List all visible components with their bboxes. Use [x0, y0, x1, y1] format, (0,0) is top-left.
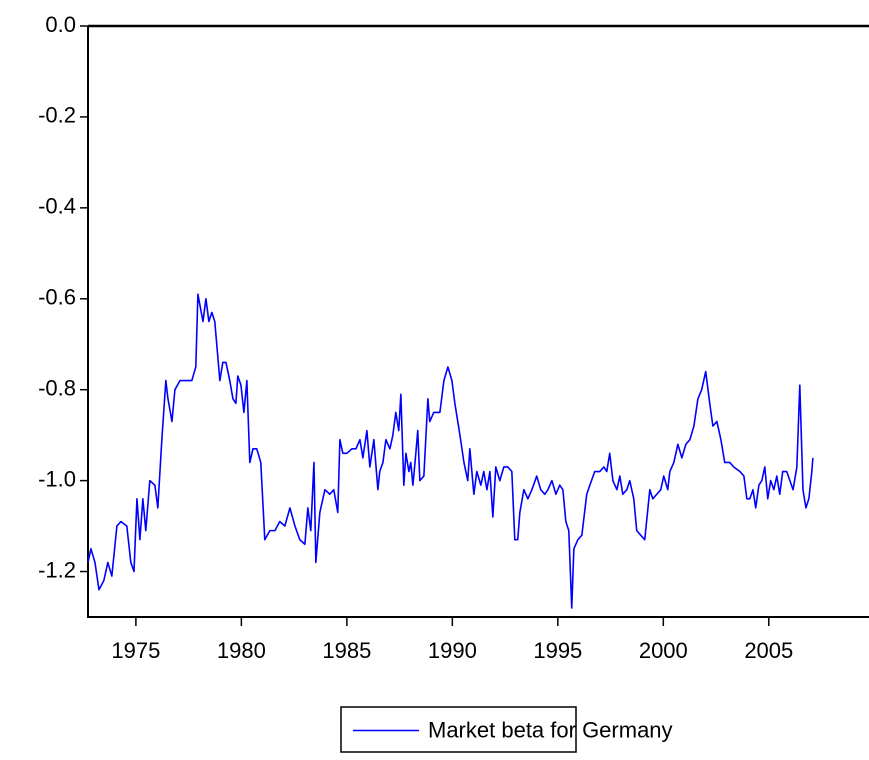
x-tick-label: 1975 — [111, 638, 160, 663]
legend-label: Market beta for Germany — [428, 717, 673, 742]
x-tick-label: 1990 — [428, 638, 477, 663]
legend-box — [340, 706, 577, 753]
x-tick-label: 1980 — [217, 638, 266, 663]
x-tick-label: 2000 — [639, 638, 688, 663]
data-line — [87, 293, 814, 609]
x-tick-label: 1985 — [322, 638, 371, 663]
y-tick-label: -0.6 — [38, 285, 76, 310]
y-tick-label: -0.8 — [38, 376, 76, 401]
y-tick-label: -1.2 — [38, 557, 76, 582]
y-tick-label: -0.4 — [38, 194, 76, 219]
x-tick-label: 1995 — [533, 638, 582, 663]
x-tick-label: 2005 — [744, 638, 793, 663]
y-tick-label: -1.0 — [38, 466, 76, 491]
legend: Market beta for Germany — [340, 706, 673, 753]
y-tick-label: 0.0 — [45, 12, 76, 37]
y-tick-label: -0.2 — [38, 103, 76, 128]
